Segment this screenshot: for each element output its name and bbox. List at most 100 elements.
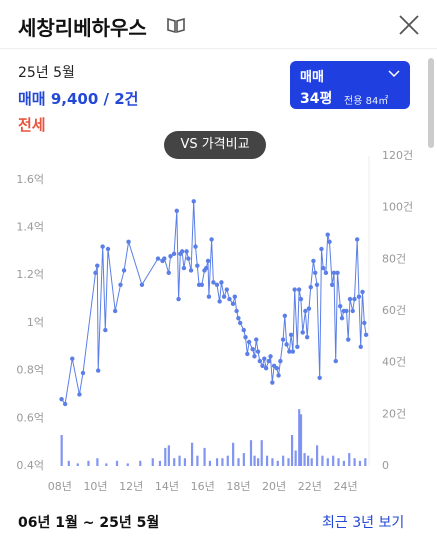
price-dot	[103, 327, 108, 333]
price-dot	[217, 299, 222, 304]
price-dot	[287, 349, 292, 354]
price-dot	[241, 327, 246, 333]
x-tick-label: 22년	[298, 480, 322, 493]
volume-bar	[164, 447, 167, 466]
compare-button[interactable]: VS 가격비교	[164, 131, 266, 159]
volume-bar	[265, 455, 269, 466]
y2-tick-label: 0	[382, 459, 389, 472]
chart: 0.4억 0.6억 0.8억 1억 1.2억 1.4억 1.6억 0 20건 40건 60건 80건 1…	[16, 149, 413, 493]
price-dot	[211, 280, 216, 285]
other-type[interactable]: 전세	[18, 116, 46, 134]
y-tick-label: 0.6억	[16, 411, 44, 424]
y2-tick-label: 60건	[382, 304, 406, 317]
volume-bar	[203, 447, 206, 466]
selector-area: 전용 84㎡	[344, 96, 389, 107]
volume-bar	[139, 460, 142, 466]
price-dot	[363, 332, 369, 338]
price-dot	[280, 337, 286, 342]
price-dot	[331, 270, 337, 276]
price-dot	[325, 232, 330, 237]
price-dot	[266, 358, 271, 364]
price-dot	[295, 344, 300, 349]
price-dot	[350, 308, 355, 314]
price-dot	[224, 287, 229, 292]
volume-bar	[299, 414, 303, 466]
price-dot	[252, 354, 257, 359]
volume-bar	[173, 458, 176, 466]
price-dot	[176, 296, 181, 302]
recent-button[interactable]: 최근 3년 보기	[322, 515, 405, 531]
price-dot	[209, 237, 214, 242]
price-dot	[338, 304, 343, 309]
price-dot	[298, 296, 304, 302]
selector-size: 34평	[300, 91, 333, 107]
chevron	[388, 70, 400, 78]
volume-bar	[260, 440, 263, 466]
price-dot	[352, 296, 357, 302]
price-dot	[306, 306, 312, 311]
price-dot	[333, 358, 338, 364]
price-dot	[162, 256, 167, 261]
y-tick-label: 1.2억	[16, 268, 44, 281]
price-dot	[184, 249, 189, 254]
price-dot	[319, 246, 324, 252]
divider	[0, 48, 437, 49]
volume-bar	[249, 440, 253, 466]
book-icon[interactable]	[166, 16, 186, 34]
price-dot	[230, 301, 236, 307]
price-dot	[121, 268, 127, 273]
volume-bar	[342, 460, 345, 466]
price-dot	[335, 270, 340, 276]
volume-bar	[178, 455, 181, 466]
volume-bar	[303, 453, 306, 466]
volume-bar	[353, 458, 356, 466]
price-dot	[314, 282, 320, 287]
price-dot	[346, 337, 351, 342]
volume-bar	[105, 463, 108, 466]
price-dot	[290, 349, 296, 354]
date-range: 06년 1월 ~ 25년 5월	[18, 515, 160, 531]
volume-bar	[242, 453, 245, 466]
price-dot	[204, 265, 209, 271]
price-dot	[59, 397, 64, 402]
volume-bar	[307, 455, 310, 466]
price-dot	[155, 256, 161, 261]
volume-bar	[226, 455, 229, 466]
volume-bar	[232, 442, 235, 466]
price-dot	[237, 320, 243, 326]
price-dot	[199, 282, 204, 287]
volume-bar	[282, 455, 285, 466]
price-dot	[70, 356, 75, 361]
price-dot	[263, 366, 269, 371]
price-dot	[171, 251, 177, 256]
price-dot	[321, 265, 326, 271]
price-dot	[356, 294, 362, 299]
price-dot	[276, 373, 281, 378]
volume-bar	[151, 458, 154, 466]
price-dot	[360, 289, 365, 295]
price-dot	[168, 253, 173, 259]
price-dot	[274, 366, 280, 371]
volume-bar	[348, 453, 351, 466]
selector[interactable]: 매매 34평 전용 84㎡	[290, 61, 410, 109]
price-dot	[166, 270, 171, 276]
x-tick-label: 16년	[191, 480, 215, 493]
title: 세창리베하우스	[18, 16, 147, 40]
price-dot	[354, 237, 360, 242]
price-dot	[100, 244, 105, 249]
price-dot	[234, 308, 239, 314]
volume-bar	[167, 445, 170, 466]
volume-bar	[298, 409, 301, 466]
price-dot	[250, 346, 255, 352]
price-dot	[327, 239, 332, 245]
volume-bar	[358, 460, 362, 466]
price-dot	[246, 339, 252, 345]
volume-bar	[237, 458, 240, 466]
close-button[interactable]	[398, 14, 420, 36]
price-dot	[193, 244, 198, 249]
price-dot	[282, 313, 288, 318]
price-dot	[268, 354, 273, 359]
price-dot	[362, 320, 367, 326]
selector-type: 매매	[300, 70, 324, 85]
